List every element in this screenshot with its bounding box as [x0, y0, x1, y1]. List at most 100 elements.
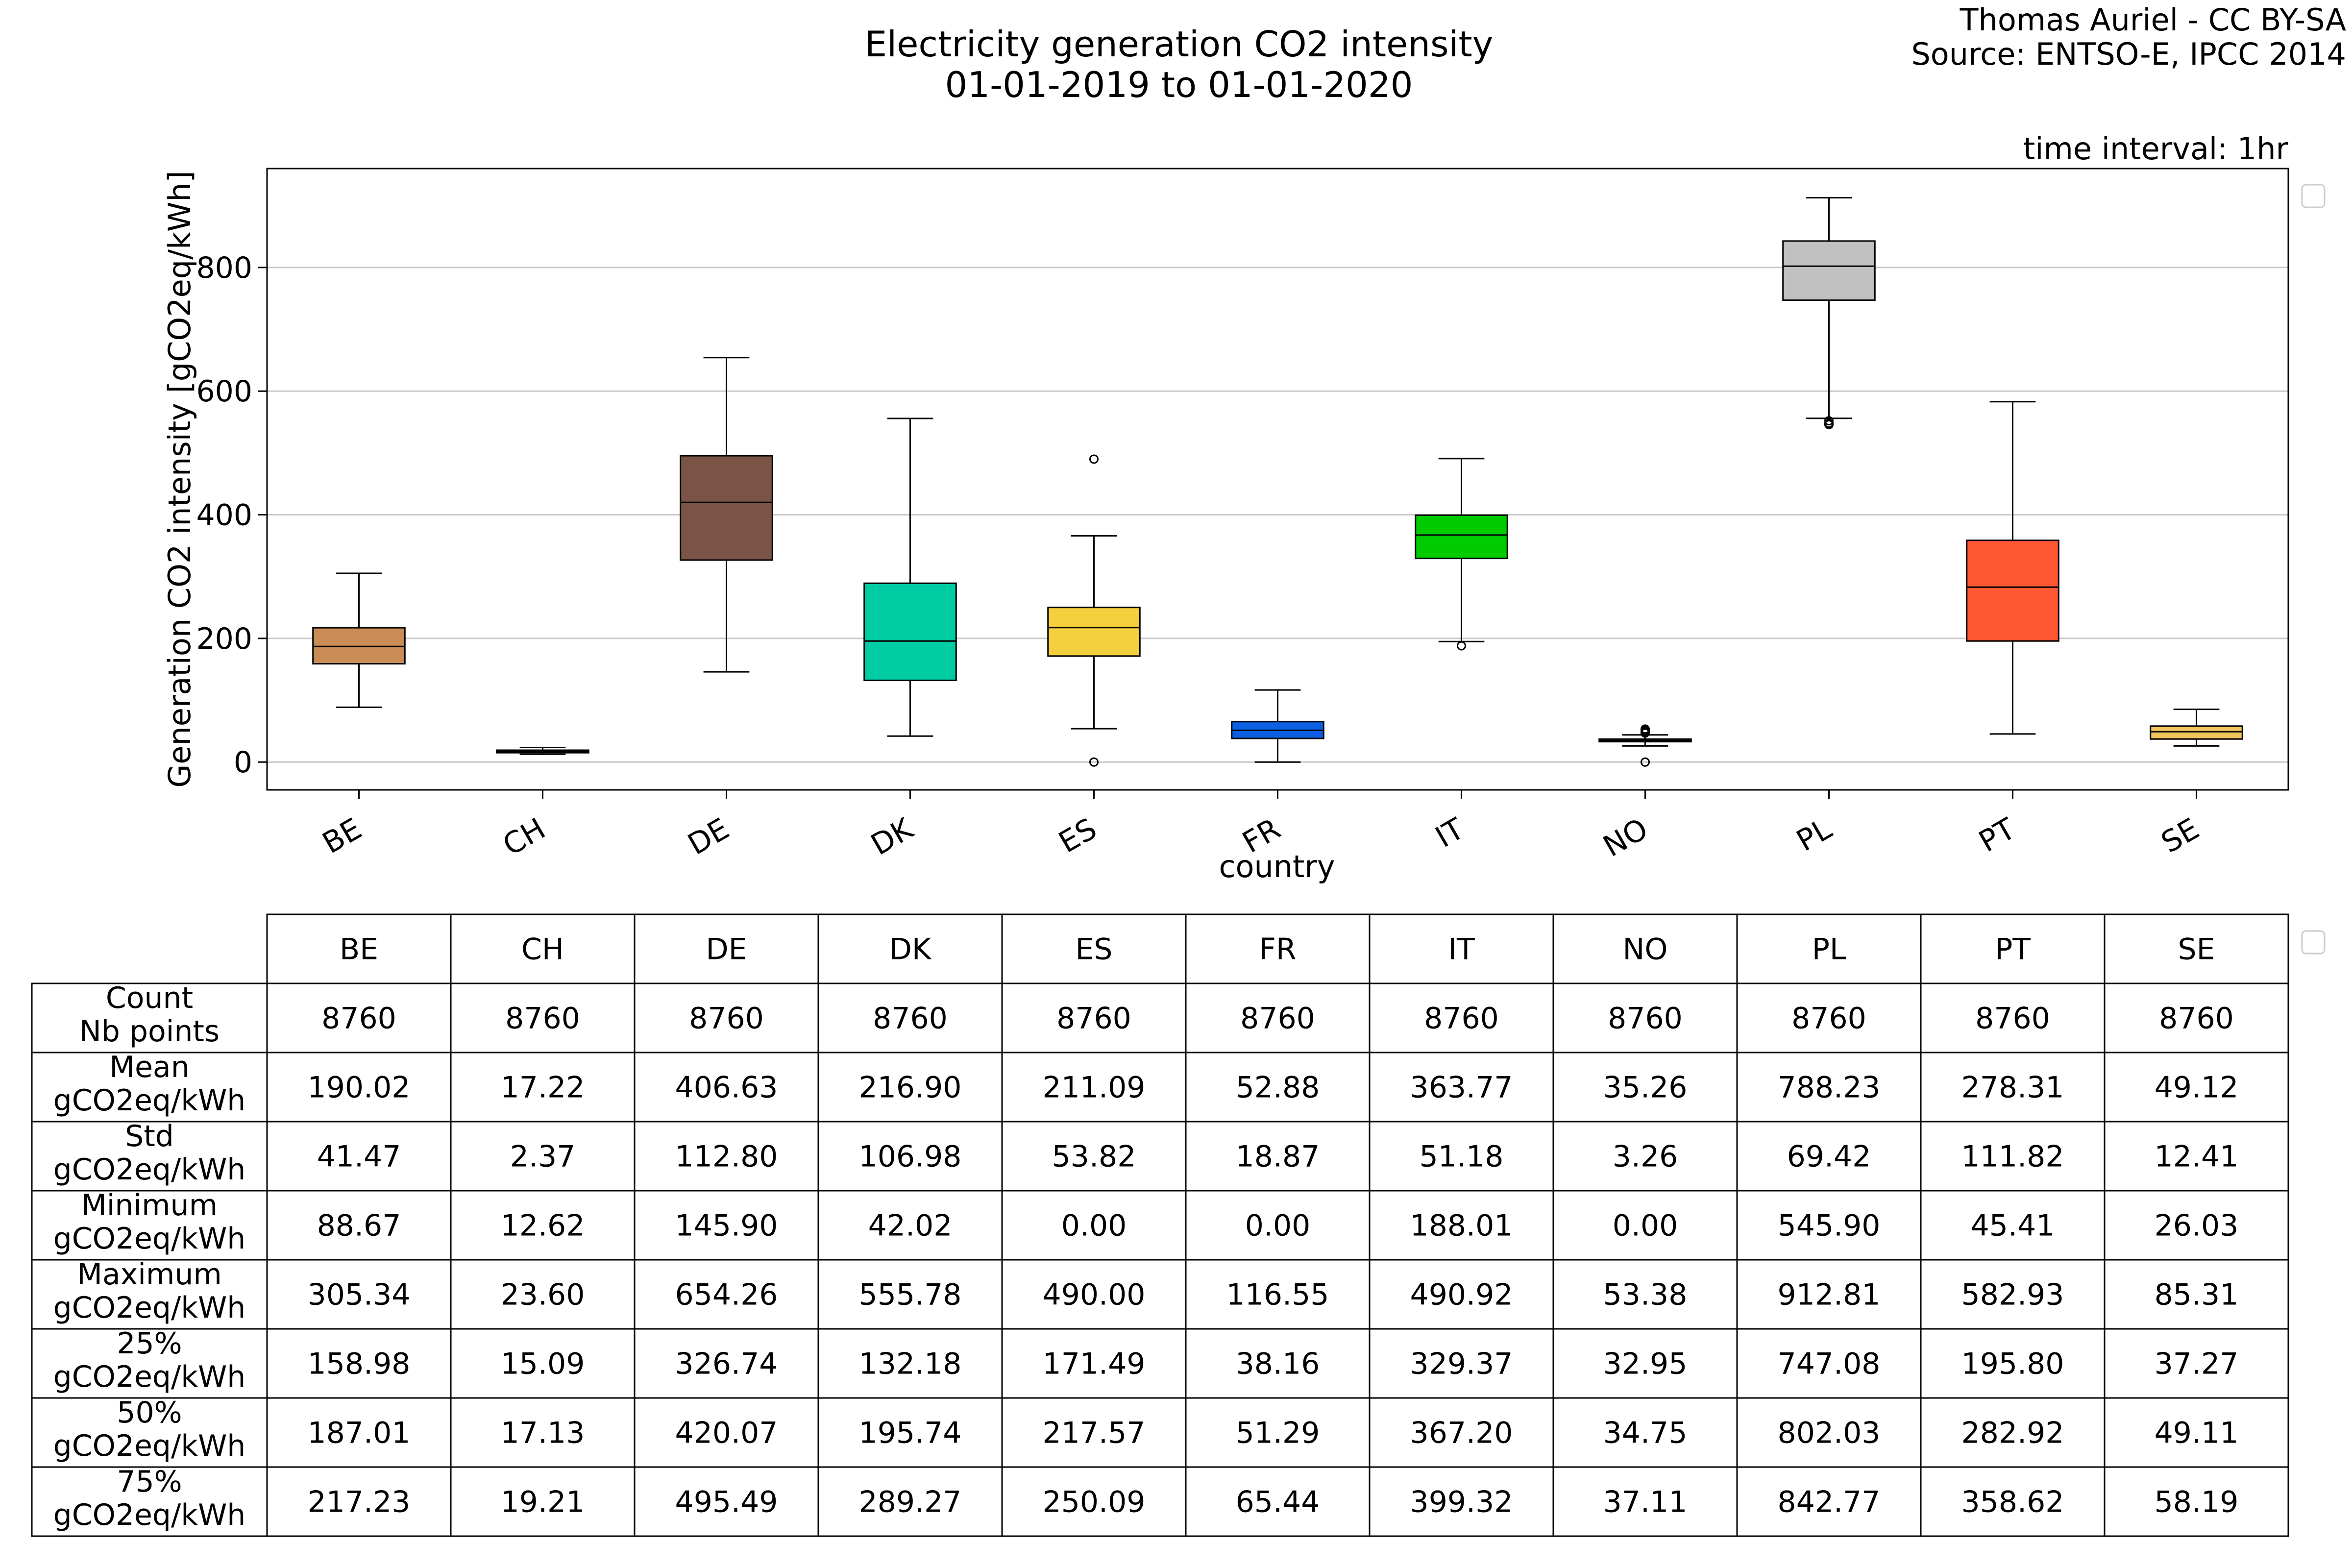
table-row-unit: gCO2eq/kWh: [53, 1152, 246, 1187]
table-cell: 842.77: [1778, 1485, 1881, 1519]
table-column-header: ES: [1076, 932, 1113, 967]
table-row-label: Maximum: [77, 1257, 222, 1292]
box-iqr: [680, 455, 773, 561]
x-tick-label: PT: [1973, 811, 2021, 859]
box-iqr: [1966, 539, 2059, 642]
table-column-header: FR: [1259, 932, 1296, 967]
table-cell: 0.00: [1613, 1209, 1678, 1243]
chart-title: Electricity generation CO2 intensity: [865, 24, 1494, 65]
x-tick-label: BE: [317, 811, 368, 860]
table-cell: 37.27: [2155, 1347, 2239, 1381]
table-cell: 51.29: [1236, 1416, 1320, 1450]
box-it: [1415, 458, 1508, 651]
x-tick-label: DK: [865, 811, 920, 862]
outlier-point: [1089, 454, 1099, 464]
table-cell: 158.98: [308, 1347, 411, 1381]
box-de: [680, 357, 773, 673]
table-cell: 289.27: [859, 1485, 962, 1519]
box-iqr: [1047, 607, 1141, 657]
table-cell: 8760: [505, 1002, 580, 1036]
table-row-label: Count: [106, 981, 193, 1015]
table-cell: 555.78: [859, 1278, 962, 1312]
table-row-label: Minimum: [81, 1188, 218, 1223]
table-cell: 305.34: [308, 1278, 411, 1312]
table-row-unit: gCO2eq/kWh: [53, 1083, 246, 1118]
y-axis-ticks: 0 200 400 600 800: [196, 251, 267, 780]
table-cell: 52.88: [1236, 1071, 1320, 1105]
table-column-header: BE: [340, 932, 378, 967]
table-cell: 106.98: [859, 1140, 962, 1174]
table-column-header: CH: [521, 932, 564, 967]
table-cell: 326.74: [675, 1347, 778, 1381]
table-cell: 8760: [873, 1002, 948, 1036]
table-cell: 490.00: [1043, 1278, 1146, 1312]
box-iqr: [863, 582, 957, 681]
table-cell: 17.22: [501, 1071, 585, 1105]
table-cell: 23.60: [501, 1278, 585, 1312]
box-iqr: [1415, 514, 1508, 560]
table-cell: 3.26: [1613, 1140, 1678, 1174]
box-es: [1047, 454, 1141, 767]
table-cell: 188.01: [1410, 1209, 1513, 1243]
table-cell: 49.11: [2155, 1416, 2239, 1450]
table-cell: 37.11: [1603, 1485, 1688, 1519]
y-tick-label: 800: [196, 251, 252, 285]
legend-checkbox[interactable]: [2301, 184, 2326, 208]
box-iqr: [1782, 240, 1876, 301]
x-tick-label: SE: [2156, 811, 2205, 860]
table-cell: 49.12: [2155, 1071, 2239, 1105]
x-tick-label: IT: [1430, 811, 1470, 855]
table-cell: 132.18: [859, 1347, 962, 1381]
x-axis-label: country: [1219, 849, 1335, 884]
table-cell: 788.23: [1778, 1071, 1881, 1105]
table-cell: 145.90: [675, 1209, 778, 1243]
table-row-label: 75%: [117, 1465, 182, 1499]
table-cell: 38.16: [1236, 1347, 1320, 1381]
chart-subtitle: 01-01-2019 to 01-01-2020: [945, 64, 1413, 105]
table-cell: 41.47: [317, 1140, 401, 1174]
table-row-label: Std: [125, 1119, 174, 1153]
table-cell: 32.95: [1603, 1347, 1688, 1381]
y-axis-label: Generation CO2 intensity [gCO2eq/kWh]: [162, 171, 197, 788]
table-cell: 8760: [1240, 1002, 1315, 1036]
table-cell: 747.08: [1778, 1347, 1881, 1381]
table-cell: 69.42: [1787, 1140, 1871, 1174]
outlier-point: [1457, 641, 1466, 651]
table-column-header: DE: [706, 932, 747, 967]
y-gridlines: [267, 267, 2288, 763]
table-cell: 8760: [321, 1002, 396, 1036]
box-pl: [1782, 197, 1876, 429]
box-pt: [1966, 401, 2059, 735]
table-cell: 654.26: [675, 1278, 778, 1312]
table-cell: 367.20: [1410, 1416, 1513, 1450]
y-tick-label: 600: [196, 374, 252, 409]
table-cell: 545.90: [1778, 1209, 1881, 1243]
table-cell: 216.90: [859, 1071, 962, 1105]
outlier-point: [1824, 416, 1834, 426]
legend-checkbox[interactable]: [2301, 930, 2326, 955]
table-cell: 53.38: [1603, 1278, 1688, 1312]
table-cell: 195.80: [1961, 1347, 2064, 1381]
credit-author: Thomas Auriel - CC BY-SA: [1960, 2, 2346, 38]
table-cell: 329.37: [1410, 1347, 1513, 1381]
table-column-header: PL: [1812, 932, 1846, 967]
table-column-header: IT: [1448, 932, 1475, 967]
table-column-header: DK: [889, 932, 932, 967]
outlier-point: [1641, 724, 1650, 734]
table-cell: 250.09: [1043, 1485, 1146, 1519]
outlier-point: [1089, 757, 1099, 767]
x-tick-label: DE: [682, 811, 735, 862]
table-cell: 399.32: [1410, 1485, 1513, 1519]
y-tick-label: 200: [196, 622, 252, 656]
table-cell: 171.49: [1043, 1347, 1146, 1381]
table-cell: 42.02: [868, 1209, 953, 1243]
table-cell: 420.07: [675, 1416, 778, 1450]
y-tick-label: 0: [234, 745, 252, 780]
table-cell: 51.18: [1420, 1140, 1504, 1174]
table-cell: 0.00: [1245, 1209, 1311, 1243]
x-tick-label: ES: [1053, 811, 1102, 860]
table-cell: 282.92: [1961, 1416, 2064, 1450]
table-cell: 195.74: [859, 1416, 962, 1450]
table-cell: 26.03: [2155, 1209, 2239, 1243]
